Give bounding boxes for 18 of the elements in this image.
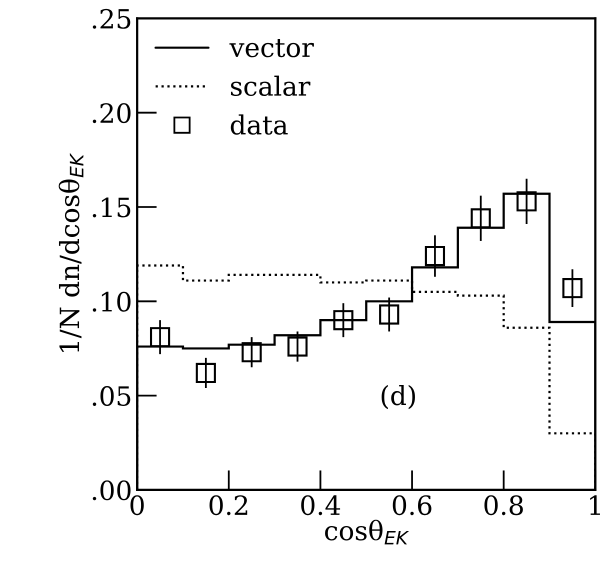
y-tick-label: .10 bbox=[92, 292, 131, 312]
x-tick-label: 0.2 bbox=[210, 495, 248, 516]
x-tick-label: 1 bbox=[590, 495, 600, 515]
y-tick-label: .20 bbox=[92, 103, 131, 124]
x-tick-label: 0.8 bbox=[484, 495, 523, 516]
x-tick-label: 0.4 bbox=[301, 495, 340, 516]
legend-label: data bbox=[230, 114, 288, 135]
y-tick-label: .00 bbox=[92, 480, 131, 500]
annotation: (d) bbox=[382, 384, 415, 410]
y-tick-label: .25 bbox=[92, 8, 130, 29]
y-tick-label: .05 bbox=[92, 386, 130, 406]
y-axis-title: 1/N dn/dcosθ$_{EK}$ bbox=[58, 152, 84, 352]
x-tick-label: 0.6 bbox=[392, 495, 432, 516]
x-tick-label: 0 bbox=[130, 495, 144, 516]
x-axis-title: cosθ$_{EK}$ bbox=[325, 520, 410, 544]
y-tick-label: .15 bbox=[92, 197, 130, 218]
legend-label: vector bbox=[229, 38, 314, 58]
legend-label: scalar bbox=[230, 76, 310, 96]
